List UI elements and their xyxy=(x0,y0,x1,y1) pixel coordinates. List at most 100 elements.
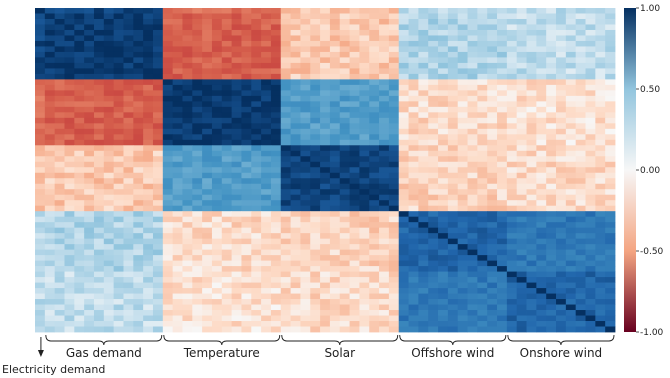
heatmap-cell xyxy=(202,13,213,20)
heatmap-cell xyxy=(74,106,85,113)
heatmap-cell xyxy=(575,194,586,201)
heatmap-cell xyxy=(270,233,282,240)
heatmap-cell xyxy=(221,51,233,58)
heatmap-cell xyxy=(103,326,115,333)
heatmap-cell xyxy=(477,134,488,141)
heatmap-cell xyxy=(133,112,144,119)
heatmap-cell xyxy=(103,79,115,86)
heatmap-cell xyxy=(221,29,233,36)
heatmap-cell xyxy=(329,79,341,86)
heatmap-cell xyxy=(349,13,360,20)
heatmap-cell xyxy=(300,112,311,119)
heatmap-cell xyxy=(192,244,203,251)
heatmap-cell xyxy=(221,233,233,240)
heatmap-cell xyxy=(93,73,105,80)
heatmap-cell xyxy=(379,189,390,196)
heatmap-cell xyxy=(192,68,203,75)
heatmap-cell xyxy=(143,249,154,256)
heatmap-cell xyxy=(359,51,370,58)
heatmap-cell xyxy=(93,216,105,223)
heatmap-cell xyxy=(192,172,203,179)
heatmap-cell xyxy=(280,326,291,333)
heatmap-cell xyxy=(280,123,291,130)
heatmap-cell xyxy=(261,222,272,229)
heatmap-cell xyxy=(133,167,144,174)
heatmap-cell xyxy=(300,304,311,311)
heatmap-cell xyxy=(221,73,233,80)
heatmap-cell xyxy=(349,282,360,289)
heatmap-cell xyxy=(64,112,75,119)
heatmap-cell xyxy=(280,156,291,163)
heatmap-cell xyxy=(270,200,282,207)
heatmap-cell xyxy=(388,326,400,333)
heatmap-cell xyxy=(103,40,115,47)
heatmap-cell xyxy=(388,150,400,157)
heatmap-cell xyxy=(290,112,301,119)
heatmap-cell xyxy=(497,227,508,234)
heatmap-cell xyxy=(457,293,468,300)
heatmap-cell xyxy=(84,271,95,278)
heatmap-cell xyxy=(310,238,321,245)
heatmap-cell xyxy=(379,40,390,47)
heatmap-cell xyxy=(93,101,105,108)
heatmap-cell xyxy=(93,123,105,130)
heatmap-cell xyxy=(585,57,596,64)
heatmap-cell xyxy=(152,315,164,322)
heatmap-cell xyxy=(152,277,164,283)
heatmap-cell xyxy=(280,172,291,179)
heatmap-cell xyxy=(585,200,596,207)
heatmap-cell xyxy=(143,255,154,262)
heatmap-cell xyxy=(300,282,311,289)
heatmap-cell xyxy=(300,73,311,80)
heatmap-cell xyxy=(182,167,193,174)
heatmap-cell xyxy=(211,211,223,218)
heatmap-cell xyxy=(300,266,311,272)
heatmap-cell xyxy=(556,156,567,163)
heatmap-cell xyxy=(418,73,429,80)
heatmap-cell xyxy=(487,123,498,130)
heatmap-cell xyxy=(123,282,134,289)
heatmap-cell xyxy=(74,101,85,108)
heatmap-cell xyxy=(369,266,380,272)
heatmap-cell xyxy=(133,321,144,327)
heatmap-cell xyxy=(379,315,390,322)
heatmap-cell xyxy=(300,211,311,218)
heatmap-cell xyxy=(546,211,557,218)
heatmap-cell xyxy=(211,310,223,316)
heatmap-cell xyxy=(64,255,75,262)
heatmap-cell xyxy=(251,24,262,31)
heatmap-cell xyxy=(575,293,586,300)
heatmap-cell xyxy=(251,161,262,168)
heatmap-cell xyxy=(84,112,95,119)
heatmap-cell xyxy=(575,95,586,102)
heatmap-cell xyxy=(103,310,115,316)
heatmap-cell xyxy=(192,238,203,245)
heatmap-cell xyxy=(516,227,527,234)
heatmap-cell xyxy=(202,315,213,322)
heatmap-cell xyxy=(280,51,291,58)
heatmap-cell xyxy=(497,266,508,272)
heatmap-cell xyxy=(182,315,193,322)
heatmap-cell xyxy=(113,244,124,251)
heatmap-cell xyxy=(123,238,134,245)
heatmap-cell xyxy=(457,194,468,201)
heatmap-cell xyxy=(506,288,518,294)
heatmap-cell xyxy=(261,150,272,157)
heatmap-cell xyxy=(526,288,537,294)
heatmap-cell xyxy=(211,73,223,80)
heatmap-cell xyxy=(516,326,527,333)
heatmap-cell xyxy=(388,62,400,69)
heatmap-cell xyxy=(447,79,459,86)
heatmap-cell xyxy=(241,161,252,168)
heatmap-cell xyxy=(339,117,350,124)
heatmap-cell xyxy=(556,57,567,64)
heatmap-cell xyxy=(398,84,409,91)
heatmap-cell xyxy=(261,293,272,300)
heatmap-cell xyxy=(54,183,65,190)
heatmap-cell xyxy=(290,68,301,75)
heatmap-cell xyxy=(211,227,223,234)
heatmap-cell xyxy=(162,189,174,196)
heatmap-cell xyxy=(497,46,508,53)
heatmap-cell xyxy=(487,150,498,157)
heatmap-cell xyxy=(556,13,567,20)
